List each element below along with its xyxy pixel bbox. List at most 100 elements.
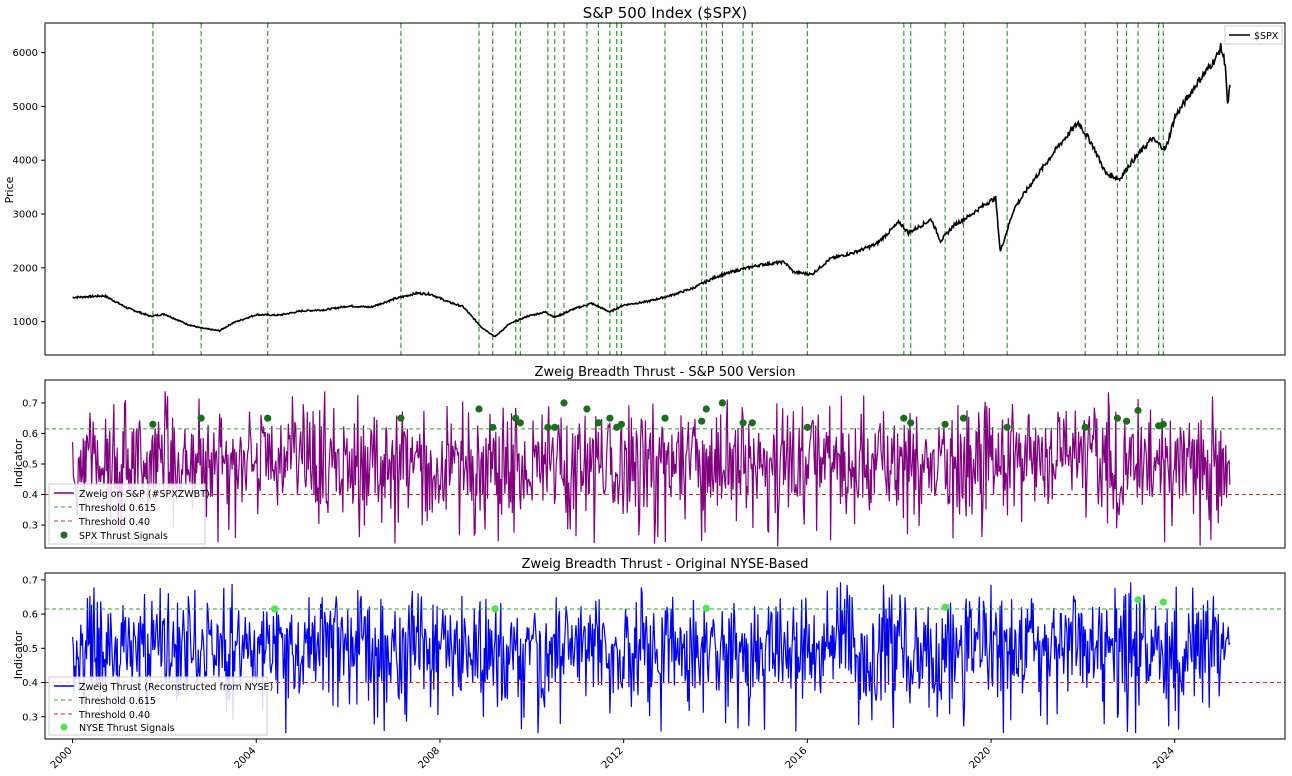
price-y-ticks: 1000 2000 3000 4000 5000 6000 — [13, 48, 45, 328]
spx-signal-point — [560, 399, 568, 407]
signal-vertical-lines — [152, 23, 1164, 355]
spx-signal-point — [551, 423, 559, 431]
spx-signal-point — [1113, 414, 1121, 422]
y-tick-label: 0.5 — [22, 460, 38, 471]
x-tick-label: 2016 — [784, 745, 810, 771]
spx-signal-point — [583, 405, 591, 413]
price-legend-box — [1224, 25, 1283, 45]
spx-signal-point — [512, 414, 520, 422]
x-tick-label: 2020 — [967, 745, 993, 771]
x-tick-label: 2024 — [1151, 745, 1177, 771]
nyse-zwbt-legend-label: Zweig Thrust (Reconstructed from NYSE) — [79, 682, 273, 693]
y-tick-label: 2000 — [13, 263, 38, 274]
x-tick-label: 2004 — [233, 745, 259, 771]
price-panel: S&P 500 Index ($SPX) Price 1000 2000 3000 4… — [3, 4, 1286, 356]
nyse-zwbt-line — [72, 582, 1231, 734]
spx-signal-point — [900, 414, 908, 422]
spx-zwbt-line — [72, 391, 1231, 547]
nyse-zwbt-chart-title: Zweig Breadth Thrust - Original NYSE-Bas… — [521, 557, 808, 572]
y-tick-label: 0.6 — [22, 429, 38, 440]
spx-signal-point — [489, 423, 497, 431]
y-tick-label: 0.3 — [22, 521, 38, 532]
spx-signal-point — [475, 405, 483, 413]
nyse-zwbt-y-axis-label: Indicator — [12, 630, 25, 679]
spx-signal-point — [397, 414, 405, 422]
price-legend: $SPX — [1224, 25, 1283, 45]
spx-signal-point — [661, 414, 669, 422]
spx-zwbt-legend-box — [48, 483, 206, 545]
price-legend-label: $SPX — [1254, 31, 1279, 42]
spx-threshold-upper-legend-label: Threshold 0.615 — [78, 503, 156, 514]
nyse-zwbt-panel: Zweig Breadth Thrust - Original NYSE-Bas… — [12, 557, 1286, 771]
spx-signal-point — [739, 419, 747, 427]
spx-signal-point — [594, 419, 603, 427]
nyse-signals-legend-swatch — [60, 723, 68, 731]
price-chart-title: S&P 500 Index ($SPX) — [583, 4, 748, 22]
y-tick-label: 6000 — [13, 48, 38, 59]
spx-signal-point — [907, 419, 915, 427]
y-tick-label: 5000 — [13, 102, 38, 113]
nyse-signal-point — [702, 604, 710, 612]
y-tick-label: 0.5 — [22, 644, 38, 655]
spx-threshold-lower-legend-label: Threshold 0.40 — [78, 517, 150, 528]
nyse-threshold-upper-legend-label: Threshold 0.615 — [78, 696, 156, 707]
spx-signal-point — [197, 414, 205, 422]
nyse-signal-point — [1134, 596, 1142, 604]
spx-signal-point — [718, 399, 727, 407]
y-tick-label: 0.7 — [22, 575, 38, 586]
y-tick-label: 4000 — [13, 156, 38, 167]
price-y-axis-label: Price — [3, 176, 16, 203]
x-axis-ticks: 2000 2004 2008 2012 2016 2020 2024 — [49, 739, 1177, 771]
nyse-zwbt-y-ticks: 0.3 0.4 0.5 0.6 0.7 — [22, 575, 45, 723]
y-tick-label: 0.6 — [22, 610, 38, 621]
spx-zwbt-y-ticks: 0.3 0.4 0.5 0.6 0.7 — [22, 398, 45, 532]
spx-signal-point — [606, 414, 614, 422]
nyse-zwbt-legend-box — [48, 676, 268, 736]
x-tick-label: 2008 — [416, 745, 442, 771]
x-tick-label: 2012 — [600, 745, 626, 771]
nyse-zwbt-plot-frame — [44, 572, 1286, 740]
spx-signals-legend-label: SPX Thrust Signals — [79, 531, 168, 542]
spx-signal-point — [941, 420, 949, 428]
y-tick-label: 1000 — [13, 317, 38, 328]
spx-signal-point — [544, 423, 552, 431]
spx-zwbt-panel: Zweig Breadth Thrust - S&P 500 Version I… — [12, 365, 1286, 549]
spx-signal-point — [617, 420, 626, 428]
spx-signal-point — [748, 419, 756, 427]
spx-signal-point — [1123, 417, 1131, 425]
nyse-zwbt-legend: Zweig Thrust (Reconstructed from NYSE) T… — [48, 676, 273, 736]
x-tick-label: 2000 — [49, 745, 75, 771]
spx-signal-point — [959, 414, 968, 422]
spx-signal-point — [702, 405, 710, 413]
nyse-signal-point — [491, 605, 499, 613]
spx-signal-point — [803, 423, 812, 431]
spx-zwbt-legend: Zweig on S&P (#SPXZWBT) Threshold 0.615 … — [48, 483, 210, 545]
nyse-thrust-signals — [271, 596, 1167, 613]
spx-zwbt-legend-label: Zweig on S&P (#SPXZWBT) — [79, 489, 210, 500]
nyse-signals-legend-label: NYSE Thrust Signals — [79, 723, 175, 734]
nyse-threshold-lower-legend-label: Threshold 0.40 — [78, 710, 150, 721]
spx-signal-point — [1003, 423, 1011, 431]
y-tick-label: 0.3 — [22, 712, 38, 723]
spx-zwbt-y-axis-label: Indicator — [12, 438, 25, 487]
spx-signal-point — [1081, 423, 1089, 431]
spx-signal-point — [1159, 420, 1167, 428]
nyse-signal-point — [271, 605, 279, 613]
nyse-signal-point — [941, 603, 949, 611]
y-tick-label: 0.7 — [22, 398, 38, 409]
spx-price-line — [72, 43, 1231, 338]
spx-signal-point — [264, 414, 272, 422]
nyse-signal-point — [1159, 598, 1167, 606]
spx-signal-point — [516, 419, 524, 427]
spx-signal-point — [698, 417, 706, 425]
spx-zwbt-chart-title: Zweig Breadth Thrust - S&P 500 Version — [535, 365, 796, 380]
spx-thrust-signals — [149, 399, 1167, 431]
y-tick-label: 3000 — [13, 210, 38, 221]
y-tick-label: 0.4 — [22, 490, 38, 501]
spx-zwbt-plot-frame — [44, 379, 1286, 549]
spx-signals-legend-swatch — [60, 531, 68, 539]
y-tick-label: 0.4 — [22, 678, 38, 689]
spx-signal-point — [149, 420, 157, 428]
price-plot-frame — [44, 22, 1286, 356]
